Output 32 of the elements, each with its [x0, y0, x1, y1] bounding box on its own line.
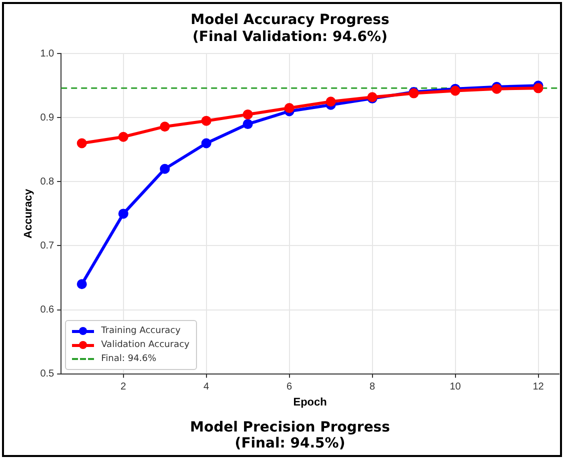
x-tick-label: 6: [286, 382, 293, 393]
y-tick-label: 0.7: [40, 240, 55, 252]
point: [201, 138, 212, 148]
point: [242, 119, 253, 130]
point: [242, 109, 253, 120]
y-tick-label: 0.5: [40, 368, 55, 380]
y-axis-title: Accuracy: [22, 188, 35, 238]
point: [326, 96, 336, 107]
point: [76, 138, 87, 148]
legend-label: Validation Accuracy: [101, 340, 190, 350]
y-tick-label: 0.8: [40, 176, 55, 188]
x-tick-label: 2: [120, 382, 127, 393]
text: Model Precision Progress (Final: 94.5%): [190, 420, 390, 452]
legend-label: Training Accuracy: [101, 326, 181, 336]
point: [118, 132, 128, 142]
point: [284, 103, 294, 114]
x-tick-label: 4: [204, 382, 210, 393]
point: [76, 279, 87, 290]
x-axis-title: Epoch: [293, 396, 328, 408]
point: [533, 83, 544, 94]
y-tick-label: 0.9: [40, 112, 55, 124]
point: [160, 164, 170, 174]
chart-title: Model Accuracy Progress (Final Validation: 94.6%): [190, 12, 390, 45]
y-tick-label: 1.0: [40, 48, 55, 60]
y-tick-label: 0.6: [40, 304, 55, 316]
x-tick-label: 10: [450, 382, 462, 393]
x-tick-label: 8: [370, 382, 376, 393]
point: [160, 122, 170, 132]
point: [118, 208, 128, 219]
legend-label: Final: 94.6%: [101, 354, 156, 364]
point: [201, 116, 212, 126]
x-tick-label: 12: [532, 382, 544, 393]
